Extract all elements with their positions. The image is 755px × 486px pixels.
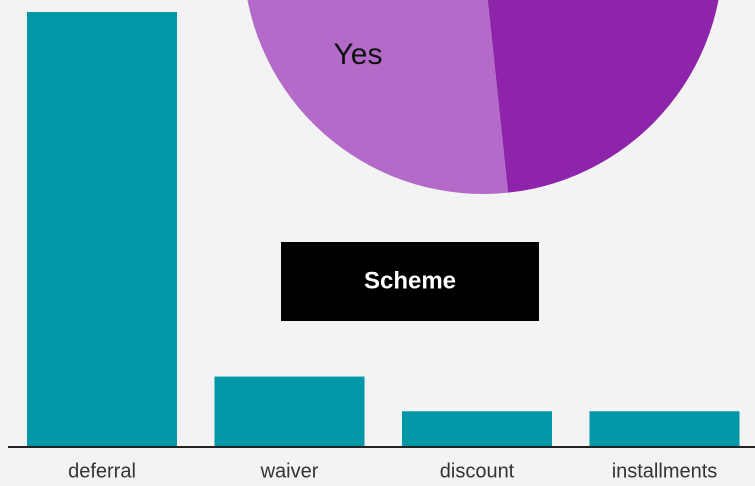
pie-slice bbox=[247, 0, 509, 194]
legend-box bbox=[281, 242, 539, 321]
pie-slice bbox=[487, 0, 719, 193]
bar bbox=[214, 376, 365, 446]
x-tick-label: installments bbox=[612, 460, 718, 482]
bar bbox=[402, 411, 552, 446]
bar-chart: deferral waiver discount installments bbox=[8, 12, 755, 482]
bar bbox=[589, 411, 740, 446]
x-tick-label: discount bbox=[440, 460, 515, 482]
x-tick-label: waiver bbox=[260, 460, 319, 482]
pie-chart: Yes bbox=[247, 0, 719, 194]
x-tick-label: deferral bbox=[68, 460, 136, 482]
bar bbox=[27, 12, 177, 446]
legend-title: Scheme bbox=[364, 267, 456, 294]
slice-label: Yes bbox=[334, 38, 383, 71]
